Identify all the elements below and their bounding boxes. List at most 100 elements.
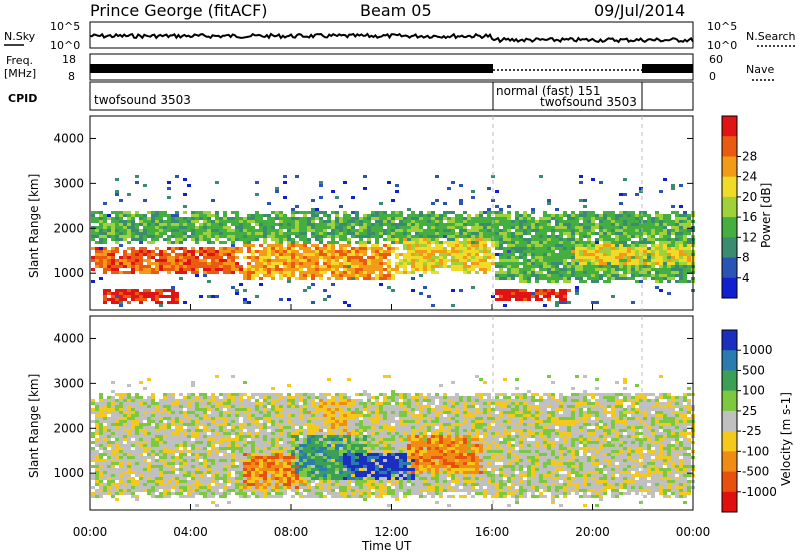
data-cell [167,429,171,432]
data-cell [527,277,531,280]
data-cell [483,268,487,271]
data-cell [415,268,419,271]
data-cell [263,495,267,498]
data-cell [207,444,211,447]
data-cell [383,250,387,253]
data-cell [627,259,631,262]
data-cell [239,268,243,271]
data-cell [115,241,119,244]
data-cell [275,453,279,456]
data-cell [123,223,127,226]
data-cell [619,247,623,250]
data-cell [291,223,295,226]
data-cell [667,253,671,256]
data-cell [195,235,199,238]
data-cell [439,229,443,232]
data-cell [471,232,475,235]
data-cell [623,217,627,220]
data-cell [267,471,271,474]
data-cell [163,402,167,405]
data-cell [651,247,655,250]
data-cell [463,259,467,262]
data-cell [391,217,395,220]
data-cell [311,274,315,277]
data-cell [435,235,439,238]
data-cell [639,226,643,229]
data-cell [139,259,143,262]
data-cell [215,480,219,483]
data-cell [591,220,595,223]
data-cell [411,238,415,241]
data-cell [351,265,355,268]
data-cell [255,271,259,274]
data-cell [287,226,291,229]
data-cell [139,486,143,489]
data-cell [99,438,103,441]
data-cell [503,256,507,259]
data-cell [271,435,275,438]
data-cell [143,199,147,202]
data-cell [155,489,159,492]
data-cell [667,265,671,268]
data-cell [299,259,303,262]
data-cell [655,220,659,223]
data-cell [675,229,679,232]
data-cell [99,441,103,444]
data-cell [259,226,263,229]
data-cell [267,220,271,223]
data-cell [287,235,291,238]
data-cell [119,453,123,456]
data-cell [119,438,123,441]
data-cell [659,280,663,283]
data-cell [223,229,227,232]
data-cell [135,289,139,292]
data-cell [143,432,147,435]
data-cell [551,247,555,250]
data-cell [191,444,195,447]
data-cell [107,444,111,447]
data-cell [607,277,611,280]
data-cell [167,399,171,402]
data-cell [635,193,639,196]
colorbar-tick-label: 12 [742,230,757,244]
data-cell [151,262,155,265]
data-cell [335,232,339,235]
data-cell [527,253,531,256]
data-cell [367,274,371,277]
data-cell [195,471,199,474]
data-cell [259,235,263,238]
data-cell [503,265,507,268]
data-cell [171,405,175,408]
data-cell [167,256,171,259]
data-cell [247,483,251,486]
data-cell [571,238,575,241]
data-cell [295,489,299,492]
data-cell [643,271,647,274]
data-cell [415,256,419,259]
data-cell [639,214,643,217]
data-cell [131,465,135,468]
data-cell [143,223,147,226]
data-cell [315,226,319,229]
data-cell [283,450,287,453]
data-cell [119,301,123,304]
data-cell [563,289,567,292]
data-cell [275,468,279,471]
data-cell [559,235,563,238]
data-cell [99,456,103,459]
data-cell [171,250,175,253]
data-cell [187,483,191,486]
data-cell [363,187,367,190]
data-cell [223,414,227,417]
data-cell [615,265,619,268]
data-cell [163,414,167,417]
data-cell [471,229,475,232]
data-cell [223,447,227,450]
data-cell [95,471,99,474]
data-cell [247,459,251,462]
data-cell [99,432,103,435]
data-cell [603,241,607,244]
data-cell [431,226,435,229]
data-cell [383,211,387,214]
data-cell [687,244,691,247]
